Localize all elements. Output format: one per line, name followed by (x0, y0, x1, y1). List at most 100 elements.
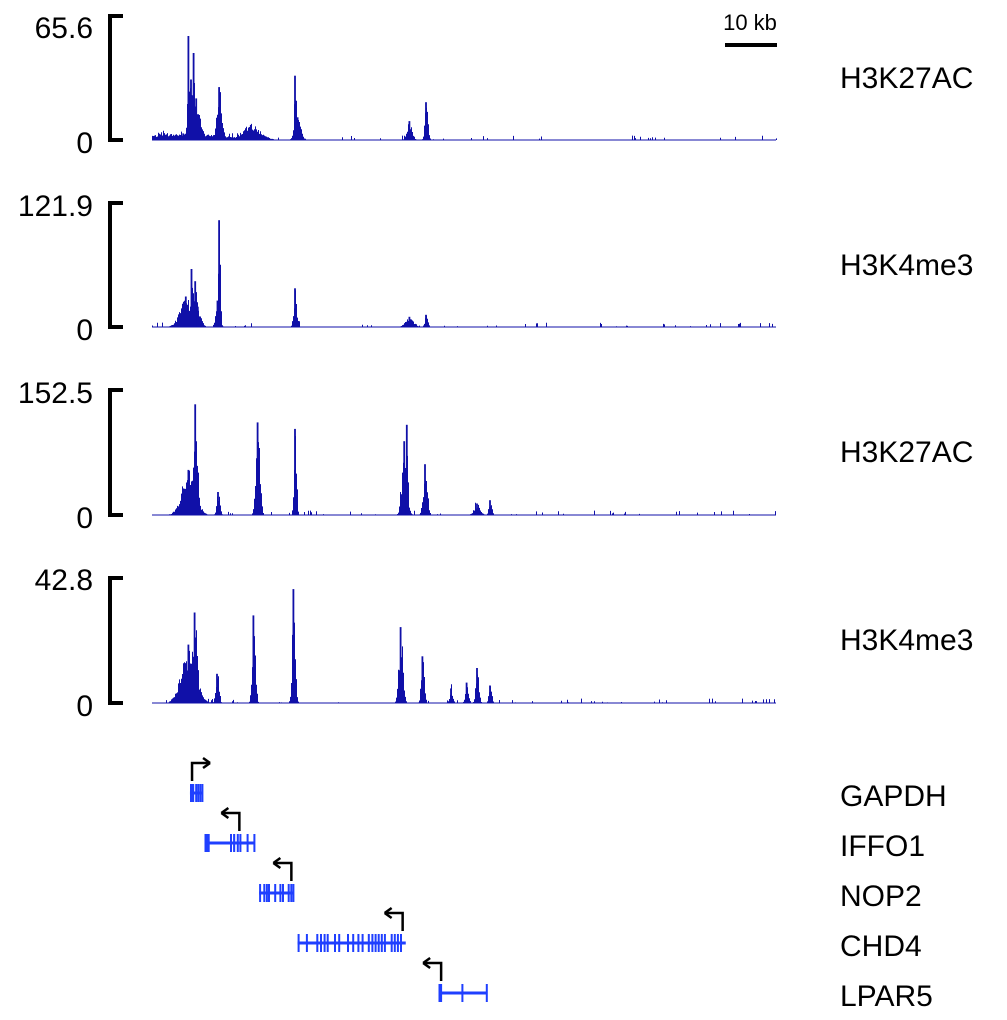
track-2-peak-3 (194, 281, 197, 327)
gene-iffo1-tss-arrow (221, 811, 241, 831)
track-2-peak-8 (408, 316, 411, 327)
track-3-signal (152, 404, 777, 516)
gene-model-lpar5 (422, 956, 488, 1002)
track-panel-2: 121.9 0 H3K4me3 (18, 190, 973, 347)
track-2-peak-6 (218, 220, 220, 327)
track-2-signal-area (152, 260, 777, 327)
track-1-y-min-label: 0 (76, 127, 93, 160)
gene-labels: GAPDH IFFO1 NOP2 CHD4 LPAR5 (840, 780, 947, 1013)
scale-bar: 10 kb (723, 10, 777, 47)
gene-label-gapdh: GAPDH (840, 780, 947, 813)
gene-chd4-exon-6 (326, 934, 329, 952)
track-1-y-max-label: 65.6 (35, 12, 93, 45)
track-4-y-max-label: 42.8 (35, 564, 93, 597)
gene-nop2-exon-3 (265, 884, 268, 902)
track-1-peak-2 (187, 36, 190, 140)
gene-chd4-exon-10 (352, 934, 355, 952)
track-2-y-max-label: 121.9 (18, 190, 93, 223)
gene-gapdh-exon-2 (195, 784, 198, 802)
gene-chd4-exon-4 (320, 934, 322, 952)
track-panel-3: 152.5 0 H3K27AC (18, 377, 973, 535)
gene-model-chd4 (297, 906, 406, 952)
gene-nop2-exon-8 (287, 884, 290, 902)
gene-chd4-exon-18 (383, 934, 386, 952)
track-4-peak-2 (193, 612, 196, 703)
gene-chd4-exon-9 (347, 934, 349, 952)
gene-lpar5-exon-1 (438, 984, 443, 1002)
gene-label-chd4: CHD4 (840, 930, 922, 963)
track-2-peak-9 (425, 314, 427, 327)
gene-label-nop2: NOP2 (840, 880, 922, 913)
track-1-signal-area (152, 78, 777, 140)
gene-lpar5-exon-2 (461, 984, 464, 1002)
track-1-peak-10 (408, 121, 411, 140)
gene-nop2-exon-5 (274, 884, 277, 902)
gene-gapdh-tss-arrow (190, 761, 211, 781)
gene-chd4-tss-arrow (384, 911, 404, 931)
gene-chd4-exon-15 (374, 934, 377, 952)
gene-chd4-exon-17 (380, 934, 383, 952)
track-4-signal-area (152, 596, 777, 703)
gene-nop2-exon-2 (263, 884, 266, 902)
track-4-peak-11 (489, 685, 491, 703)
track-2-signal (152, 220, 777, 328)
gene-gapdh-exon-5 (201, 784, 204, 802)
track-4-y-min-label: 0 (76, 690, 93, 723)
track-1-peak-3 (190, 79, 192, 140)
track-1-peak-8 (294, 75, 296, 140)
gene-chd4-exon-13 (367, 934, 370, 952)
gene-chd4-exon-19 (390, 934, 393, 952)
gene-models (189, 756, 488, 1002)
track-2-peak-1 (184, 296, 187, 327)
gene-iffo1-exon-5 (239, 834, 242, 852)
gene-gapdh-tss-arrowhead (202, 756, 211, 770)
gene-gapdh-exon-1 (190, 784, 195, 802)
gene-chd4-exon-21 (396, 934, 399, 952)
gene-nop2-tss-arrow (273, 861, 293, 881)
track-2-peak-7 (294, 288, 296, 327)
gene-chd4-exon-12 (361, 934, 364, 952)
track-4-peak-7 (421, 656, 424, 703)
gene-nop2-exon-10 (292, 884, 295, 902)
gene-chd4-exon-5 (323, 934, 326, 952)
track-4-peak-3 (216, 673, 218, 703)
track-1-y-axis (108, 14, 123, 142)
gene-chd4-exon-14 (371, 934, 374, 952)
track-1-peak-1 (182, 133, 185, 140)
track-1-peak-11 (425, 102, 427, 140)
track-4-peak-5 (292, 589, 295, 703)
track-4-peak-4 (252, 615, 255, 703)
gene-nop2-exon-9 (290, 884, 293, 902)
gene-label-iffo1: IFFO1 (840, 830, 925, 863)
track-2-y-min-label: 0 (76, 314, 93, 347)
track-4-peak-1 (187, 644, 190, 703)
track-3-peak-5 (294, 428, 296, 515)
track-1-peak-7 (249, 124, 252, 140)
track-1-peak-9 (296, 117, 299, 140)
track-4-peak-10 (476, 668, 478, 703)
track-3-peak-6 (403, 441, 406, 515)
track-4-peak-6 (399, 627, 402, 703)
track-3-y-min-label: 0 (76, 502, 93, 535)
track-3-peak-9 (476, 503, 478, 515)
track-2-peak-2 (190, 269, 193, 327)
track-3-signal-area (152, 417, 777, 515)
gene-nop2-exon-7 (282, 884, 284, 902)
track-3-peak-1 (187, 469, 190, 515)
track-panel-1: 65.6 0 H3K27AC (35, 12, 974, 160)
track-2-y-axis (108, 201, 123, 329)
track-2-peak-5 (216, 300, 219, 327)
gene-iffo1-exon-4 (236, 834, 239, 852)
track-3-peak-2 (194, 404, 197, 515)
track-4-signal (152, 589, 777, 704)
track-3-peak-4 (256, 422, 259, 515)
gene-model-gapdh (189, 756, 211, 802)
track-3-y-max-label: 152.5 (18, 377, 93, 410)
gene-chd4-exon-7 (334, 934, 336, 952)
track-4-peak-8 (450, 688, 452, 703)
gene-model-iffo1 (204, 806, 256, 852)
gene-chd4-exon-22 (400, 934, 402, 952)
gene-gapdh-exon-3 (197, 784, 200, 802)
gene-lpar5-tss-arrowhead (422, 956, 431, 970)
